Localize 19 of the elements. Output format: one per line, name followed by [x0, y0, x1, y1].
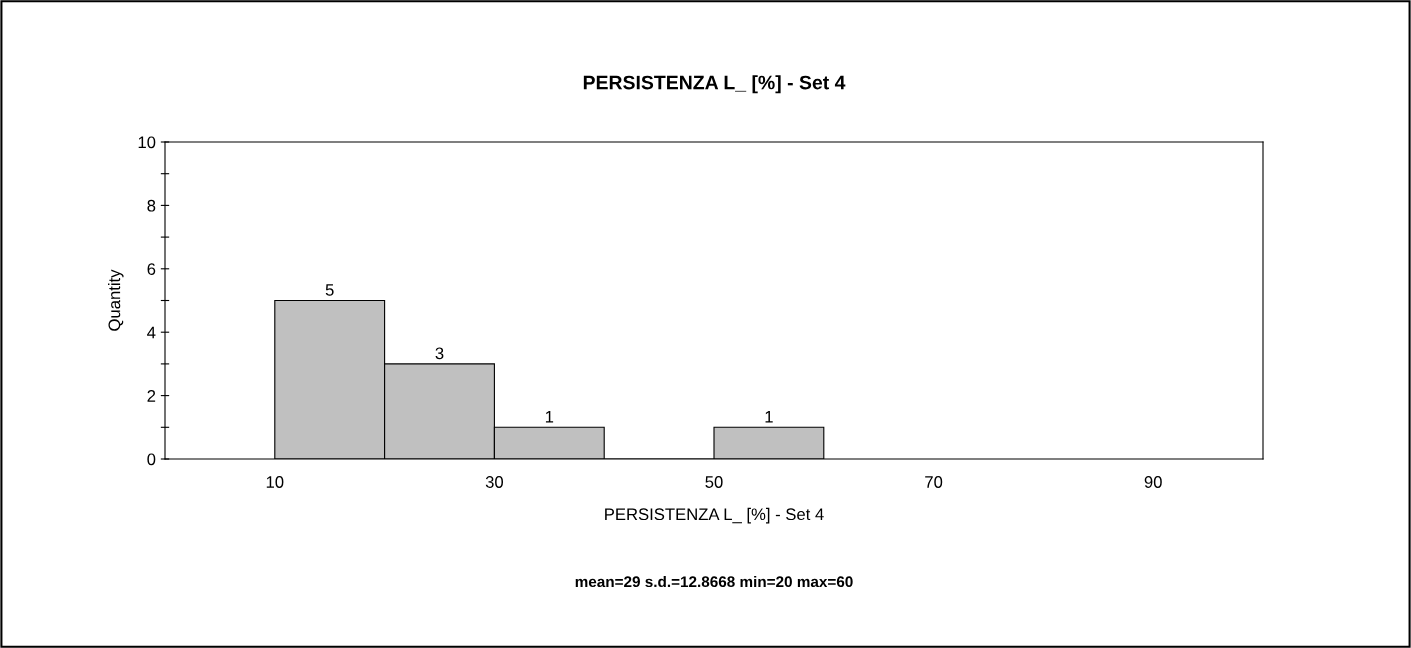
x-tick-label: 10 [266, 476, 284, 488]
y-tick-label: 6 [147, 263, 156, 275]
x-tick-label: 30 [485, 476, 504, 488]
data-label: 5 [325, 284, 334, 296]
y-tick-label: 2 [147, 390, 156, 402]
x-axis-title: PERSISTENZA L_ [%] - Set 4 [605, 507, 824, 524]
data-label: 3 [435, 347, 444, 360]
text: mean=29 s.d.=12.8668 min=20 max=60 [575, 575, 853, 588]
y-tick-label: 0 [147, 453, 156, 466]
x-tick-label: 50 [705, 476, 723, 488]
data-label: 1 [545, 410, 554, 423]
x-tick-label: 70 [925, 476, 943, 488]
y-tick-label: 4 [147, 326, 156, 339]
y-axis-title: Quantity [108, 269, 124, 331]
y-tick-label: 10 [138, 136, 156, 149]
x-tick-label: 90 [1144, 476, 1162, 488]
data-label: 1 [765, 410, 773, 423]
chart-title: PERSISTENZA L_ [%] - Set 4 [583, 75, 846, 94]
y-tick-label: 8 [147, 199, 156, 212]
